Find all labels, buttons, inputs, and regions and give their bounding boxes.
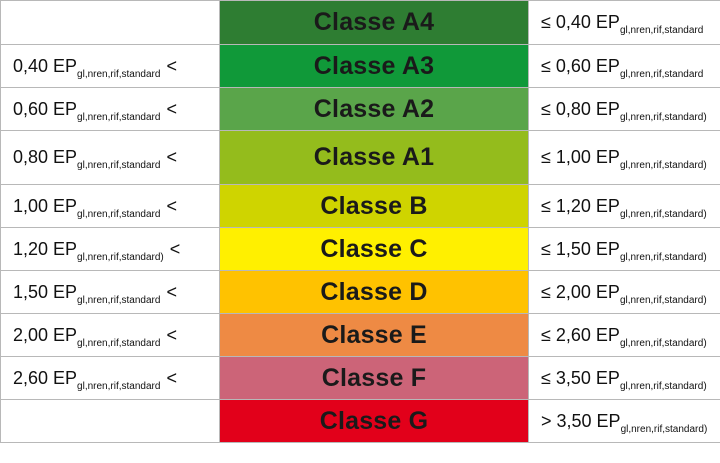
upper-bound-value: ≤ 1,00 EP bbox=[541, 147, 620, 167]
lower-bound-value: 0,80 EP bbox=[13, 147, 78, 167]
lower-bound-cell: 1,50 EPgl,nren,rif,standard < bbox=[0, 270, 220, 314]
upper-bound-value: ≤ 2,00 EP bbox=[541, 281, 620, 302]
lower-bound-operator: < bbox=[166, 98, 177, 119]
lower-bound-cell bbox=[0, 0, 220, 45]
upper-bound-subscript: gl,nren,rif,standard bbox=[619, 25, 704, 36]
upper-bound-value: ≤ 0,40 EP bbox=[541, 12, 620, 32]
lower-bound-subscript: gl,nren,rif,standard bbox=[77, 111, 161, 123]
class-label-cell: Classe E bbox=[219, 313, 529, 357]
class-label-cell: Classe A3 bbox=[219, 44, 529, 88]
class-label-cell: Classe A4 bbox=[219, 0, 529, 45]
class-label-cell: Classe A2 bbox=[219, 87, 529, 131]
lower-bound-value: 0,40 EP bbox=[13, 55, 78, 76]
lower-bound-cell: 1,00 EPgl,nren,rif,standard < bbox=[0, 184, 220, 228]
upper-bound-cell: ≤ 1,20 EPgl,nren,rif,standard) bbox=[528, 184, 720, 228]
class-row: 0,60 EPgl,nren,rif,standard < Classe A2 ≤ 0… bbox=[0, 87, 720, 131]
lower-bound-operator: < bbox=[166, 324, 177, 345]
lower-bound-cell: 0,80 EPgl,nren,rif,standard < bbox=[0, 130, 220, 185]
lower-bound-value: 0,60 EP bbox=[13, 98, 78, 119]
upper-bound-cell: ≤ 1,00 EPgl,nren,rif,standard) bbox=[528, 130, 720, 185]
upper-bound-value: > 3,50 EP bbox=[541, 410, 621, 431]
upper-bound-value: ≤ 0,80 EP bbox=[541, 98, 620, 119]
upper-bound-subscript: gl,nren,rif,standard) bbox=[619, 160, 707, 171]
lower-bound-operator: < bbox=[166, 147, 177, 167]
class-label: Classe E bbox=[321, 320, 427, 349]
upper-bound-cell: ≤ 0,40 EPgl,nren,rif,standard bbox=[528, 0, 720, 45]
upper-bound-value: ≤ 0,60 EP bbox=[541, 55, 620, 76]
class-label: Classe F bbox=[321, 363, 427, 392]
class-label-cell: Classe D bbox=[219, 270, 529, 314]
class-label: Classe B bbox=[320, 191, 428, 220]
lower-bound-subscript: gl,nren,rif,standard bbox=[77, 160, 161, 171]
upper-bound-subscript: gl,nren,rif,standard) bbox=[620, 423, 708, 435]
upper-bound-cell: ≤ 2,60 EPgl,nren,rif,standard) bbox=[528, 313, 720, 357]
upper-bound-subscript: gl,nren,rif,standard) bbox=[619, 337, 707, 349]
lower-bound-value: 1,00 EP bbox=[13, 195, 78, 216]
class-row: 1,00 EPgl,nren,rif,standard < Classe B ≤ 1,… bbox=[0, 184, 720, 228]
lower-bound-subscript: gl,nren,rif,standard bbox=[77, 337, 161, 349]
lower-bound-value: 1,20 EP bbox=[13, 238, 78, 259]
class-label: Classe G bbox=[319, 406, 429, 435]
class-label-cell: Classe C bbox=[219, 227, 529, 271]
class-label-cell: Classe A1 bbox=[219, 130, 529, 185]
class-label: Classe A2 bbox=[313, 94, 435, 123]
class-label: Classe A4 bbox=[313, 8, 435, 36]
class-row: 2,60 EPgl,nren,rif,standard < Classe F ≤ 3,… bbox=[0, 356, 720, 400]
upper-bound-value: ≤ 2,60 EP bbox=[541, 324, 620, 345]
lower-bound-cell bbox=[0, 399, 220, 443]
upper-bound-value: ≤ 1,20 EP bbox=[541, 195, 620, 216]
upper-bound-subscript: gl,nren,rif,standard) bbox=[619, 251, 707, 263]
class-label-cell: Classe G bbox=[219, 399, 529, 443]
lower-bound-operator: < bbox=[166, 55, 177, 76]
energy-class-table: Classe A4 ≤ 0,40 EPgl,nren,rif,standard 0,… bbox=[0, 0, 720, 443]
lower-bound-subscript: gl,nren,rif,standard bbox=[77, 380, 161, 392]
upper-bound-subscript: gl,nren,rif,standard bbox=[619, 68, 704, 80]
lower-bound-subscript: gl,nren,rif,standard bbox=[77, 208, 161, 220]
upper-bound-cell: ≤ 0,80 EPgl,nren,rif,standard) bbox=[528, 87, 720, 131]
lower-bound-operator: < bbox=[166, 281, 177, 302]
class-label-cell: Classe F bbox=[219, 356, 529, 400]
lower-bound-cell: 0,60 EPgl,nren,rif,standard < bbox=[0, 87, 220, 131]
upper-bound-subscript: gl,nren,rif,standard) bbox=[619, 380, 707, 392]
class-row: Classe G > 3,50 EPgl,nren,rif,standard) bbox=[0, 399, 720, 443]
class-row: 1,50 EPgl,nren,rif,standard < Classe D ≤ 2,… bbox=[0, 270, 720, 314]
class-row: Classe A4 ≤ 0,40 EPgl,nren,rif,standard bbox=[0, 0, 720, 45]
upper-bound-cell: ≤ 1,50 EPgl,nren,rif,standard) bbox=[528, 227, 720, 271]
lower-bound-operator: < bbox=[166, 195, 177, 216]
lower-bound-subscript: gl,nren,rif,standard) bbox=[77, 251, 164, 263]
lower-bound-value: 2,00 EP bbox=[13, 324, 78, 345]
upper-bound-cell: ≤ 0,60 EPgl,nren,rif,standard bbox=[528, 44, 720, 88]
class-row: 2,00 EPgl,nren,rif,standard < Classe E ≤ 2,… bbox=[0, 313, 720, 357]
lower-bound-cell: 1,20 EPgl,nren,rif,standard) < bbox=[0, 227, 220, 271]
lower-bound-value: 1,50 EP bbox=[13, 281, 78, 302]
class-row: 0,40 EPgl,nren,rif,standard < Classe A3 ≤ 0… bbox=[0, 44, 720, 88]
lower-bound-subscript: gl,nren,rif,standard bbox=[77, 294, 161, 306]
upper-bound-value: ≤ 3,50 EP bbox=[541, 367, 620, 388]
lower-bound-cell: 2,60 EPgl,nren,rif,standard < bbox=[0, 356, 220, 400]
lower-bound-operator: < bbox=[169, 238, 181, 259]
class-label: Classe C bbox=[320, 234, 428, 263]
upper-bound-cell: ≤ 3,50 EPgl,nren,rif,standard) bbox=[528, 356, 720, 400]
lower-bound-cell: 0,40 EPgl,nren,rif,standard < bbox=[0, 44, 220, 88]
class-row: 1,20 EPgl,nren,rif,standard) < Classe C ≤ 1… bbox=[0, 227, 720, 271]
upper-bound-subscript: gl,nren,rif,standard) bbox=[619, 111, 707, 123]
lower-bound-value: 2,60 EP bbox=[13, 367, 78, 388]
upper-bound-cell: ≤ 2,00 EPgl,nren,rif,standard) bbox=[528, 270, 720, 314]
upper-bound-subscript: gl,nren,rif,standard) bbox=[619, 208, 707, 220]
lower-bound-cell: 2,00 EPgl,nren,rif,standard < bbox=[0, 313, 220, 357]
upper-bound-cell: > 3,50 EPgl,nren,rif,standard) bbox=[528, 399, 720, 443]
class-label-cell: Classe B bbox=[219, 184, 529, 228]
class-label: Classe A3 bbox=[313, 51, 435, 80]
lower-bound-subscript: gl,nren,rif,standard bbox=[77, 68, 161, 80]
class-row: 0,80 EPgl,nren,rif,standard < Classe A1 ≤ 1… bbox=[0, 130, 720, 185]
upper-bound-subscript: gl,nren,rif,standard) bbox=[619, 294, 707, 306]
class-label: Classe A1 bbox=[313, 143, 435, 171]
upper-bound-value: ≤ 1,50 EP bbox=[541, 238, 620, 259]
lower-bound-operator: < bbox=[166, 367, 177, 388]
class-label: Classe D bbox=[320, 277, 428, 306]
